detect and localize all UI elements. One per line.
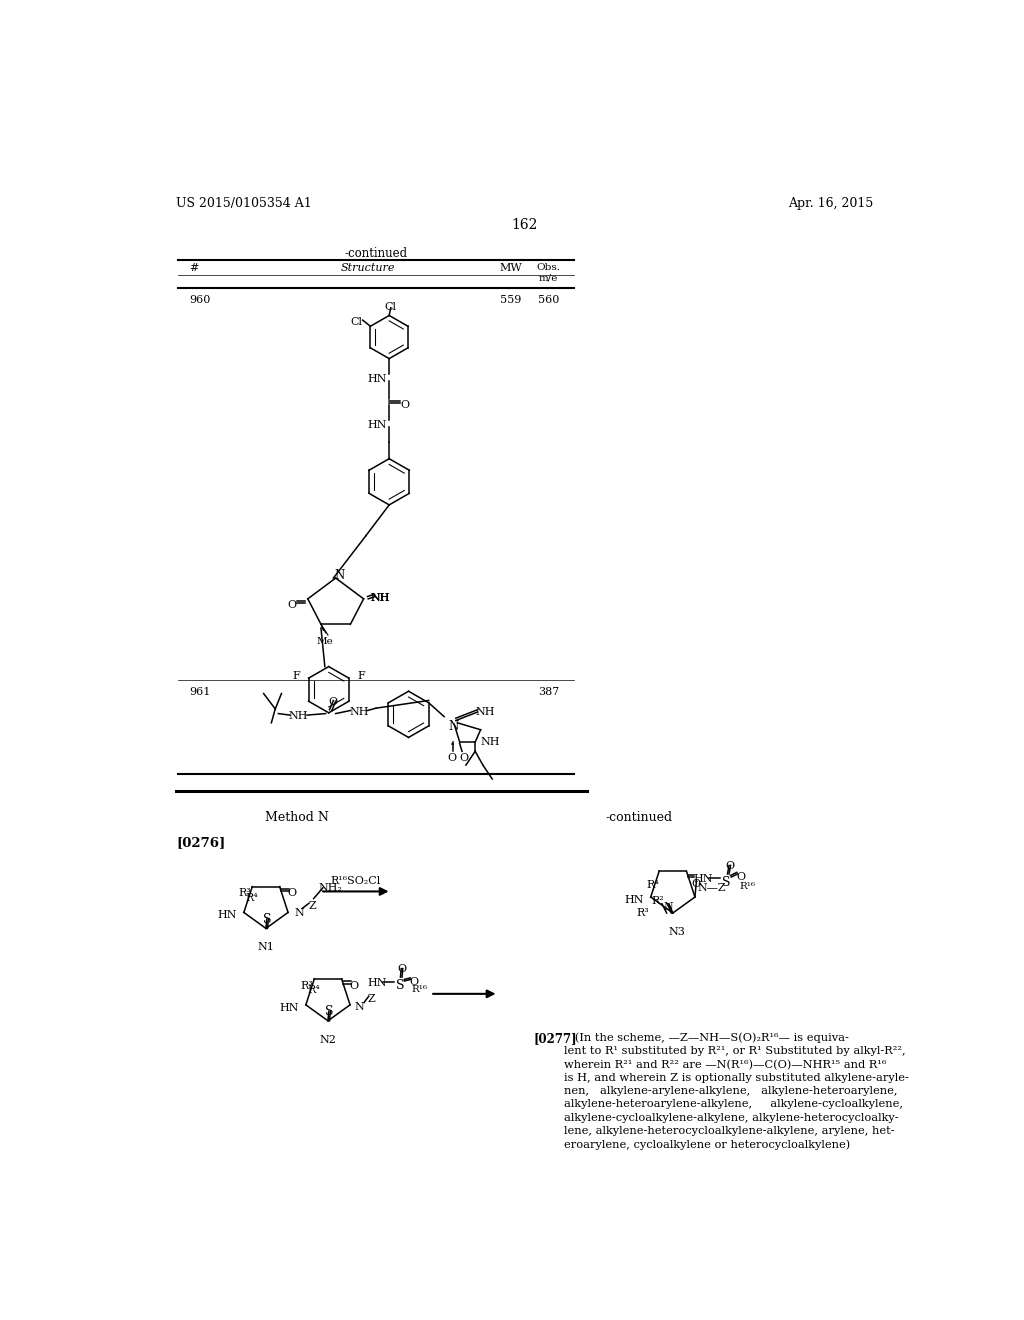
Text: N: N bbox=[354, 1002, 365, 1011]
Text: N: N bbox=[294, 908, 304, 917]
Text: NH: NH bbox=[475, 706, 495, 717]
Text: S: S bbox=[722, 876, 730, 890]
Text: (In the scheme, —Z—NH—S(O)₂R¹⁶— is equiva-
lent to R¹ substituted by R²¹, or R¹ : (In the scheme, —Z—NH—S(O)₂R¹⁶— is equiv… bbox=[563, 1032, 908, 1150]
Text: Apr. 16, 2015: Apr. 16, 2015 bbox=[788, 197, 873, 210]
Text: R¹⁶: R¹⁶ bbox=[739, 882, 756, 891]
Text: #: # bbox=[189, 263, 199, 273]
Text: R⁴: R⁴ bbox=[646, 880, 659, 891]
Text: O: O bbox=[447, 752, 457, 763]
Text: R³: R³ bbox=[239, 888, 251, 898]
Text: S: S bbox=[326, 1006, 334, 1019]
Text: F: F bbox=[357, 671, 365, 681]
Text: O: O bbox=[725, 861, 734, 871]
Text: US 2015/0105354 A1: US 2015/0105354 A1 bbox=[176, 197, 311, 210]
Text: R³: R³ bbox=[300, 981, 313, 990]
Text: Me: Me bbox=[316, 636, 333, 645]
Text: F: F bbox=[293, 671, 300, 681]
Text: O: O bbox=[737, 871, 746, 882]
Text: O: O bbox=[329, 697, 338, 708]
Text: HN: HN bbox=[279, 1002, 299, 1012]
Text: [0276]: [0276] bbox=[176, 836, 225, 849]
Text: 961: 961 bbox=[189, 686, 211, 697]
Text: NH: NH bbox=[349, 706, 369, 717]
Text: NH: NH bbox=[371, 593, 390, 603]
Text: Z: Z bbox=[368, 994, 376, 1005]
Text: Cl: Cl bbox=[385, 302, 396, 312]
Text: O: O bbox=[288, 601, 297, 610]
Text: 559: 559 bbox=[500, 296, 521, 305]
Text: -continued: -continued bbox=[344, 247, 408, 260]
Text: R¹⁶: R¹⁶ bbox=[412, 985, 428, 994]
Text: HN: HN bbox=[624, 895, 643, 904]
Text: N: N bbox=[664, 903, 673, 912]
Text: O: O bbox=[410, 977, 419, 987]
Text: O: O bbox=[349, 981, 358, 990]
Text: 960: 960 bbox=[189, 296, 211, 305]
Text: 387: 387 bbox=[539, 686, 559, 697]
Text: HN: HN bbox=[368, 420, 387, 430]
Text: Method N: Method N bbox=[265, 812, 329, 825]
Text: NH₂: NH₂ bbox=[318, 883, 342, 894]
Text: R²: R² bbox=[651, 896, 664, 906]
Text: N3: N3 bbox=[669, 927, 685, 937]
Text: R¹⁶SO₂Cl: R¹⁶SO₂Cl bbox=[331, 876, 381, 886]
Text: MW: MW bbox=[500, 263, 522, 273]
Text: 162: 162 bbox=[512, 218, 538, 232]
Text: R³: R³ bbox=[637, 908, 649, 917]
Text: NH: NH bbox=[371, 593, 390, 603]
Text: O: O bbox=[397, 964, 407, 974]
Text: HN: HN bbox=[368, 978, 387, 987]
Text: N: N bbox=[449, 721, 459, 734]
Text: [0277]: [0277] bbox=[534, 1032, 577, 1045]
Text: Z: Z bbox=[309, 900, 316, 911]
Text: O: O bbox=[459, 752, 468, 763]
Text: S: S bbox=[396, 979, 404, 993]
Text: NH: NH bbox=[481, 738, 501, 747]
Text: N—Z: N—Z bbox=[697, 883, 726, 892]
Text: O: O bbox=[691, 879, 700, 888]
Text: N2: N2 bbox=[319, 1035, 337, 1044]
Text: HN: HN bbox=[693, 874, 713, 884]
Text: NH: NH bbox=[371, 593, 390, 603]
Text: R⁴: R⁴ bbox=[246, 892, 258, 903]
Text: HN: HN bbox=[368, 374, 387, 384]
Text: Obs.
m/e: Obs. m/e bbox=[537, 263, 561, 282]
Text: 560: 560 bbox=[539, 296, 559, 305]
Text: S: S bbox=[263, 913, 271, 927]
Text: N: N bbox=[335, 569, 345, 582]
Text: Cl: Cl bbox=[350, 317, 362, 327]
Text: N1: N1 bbox=[257, 942, 274, 952]
Text: O: O bbox=[400, 400, 410, 411]
Text: NH: NH bbox=[289, 711, 308, 721]
Text: -continued: -continued bbox=[606, 812, 673, 825]
Text: O: O bbox=[288, 888, 297, 898]
Text: Structure: Structure bbox=[341, 263, 395, 273]
Text: R⁴: R⁴ bbox=[307, 985, 321, 995]
Text: HN: HN bbox=[217, 909, 237, 920]
